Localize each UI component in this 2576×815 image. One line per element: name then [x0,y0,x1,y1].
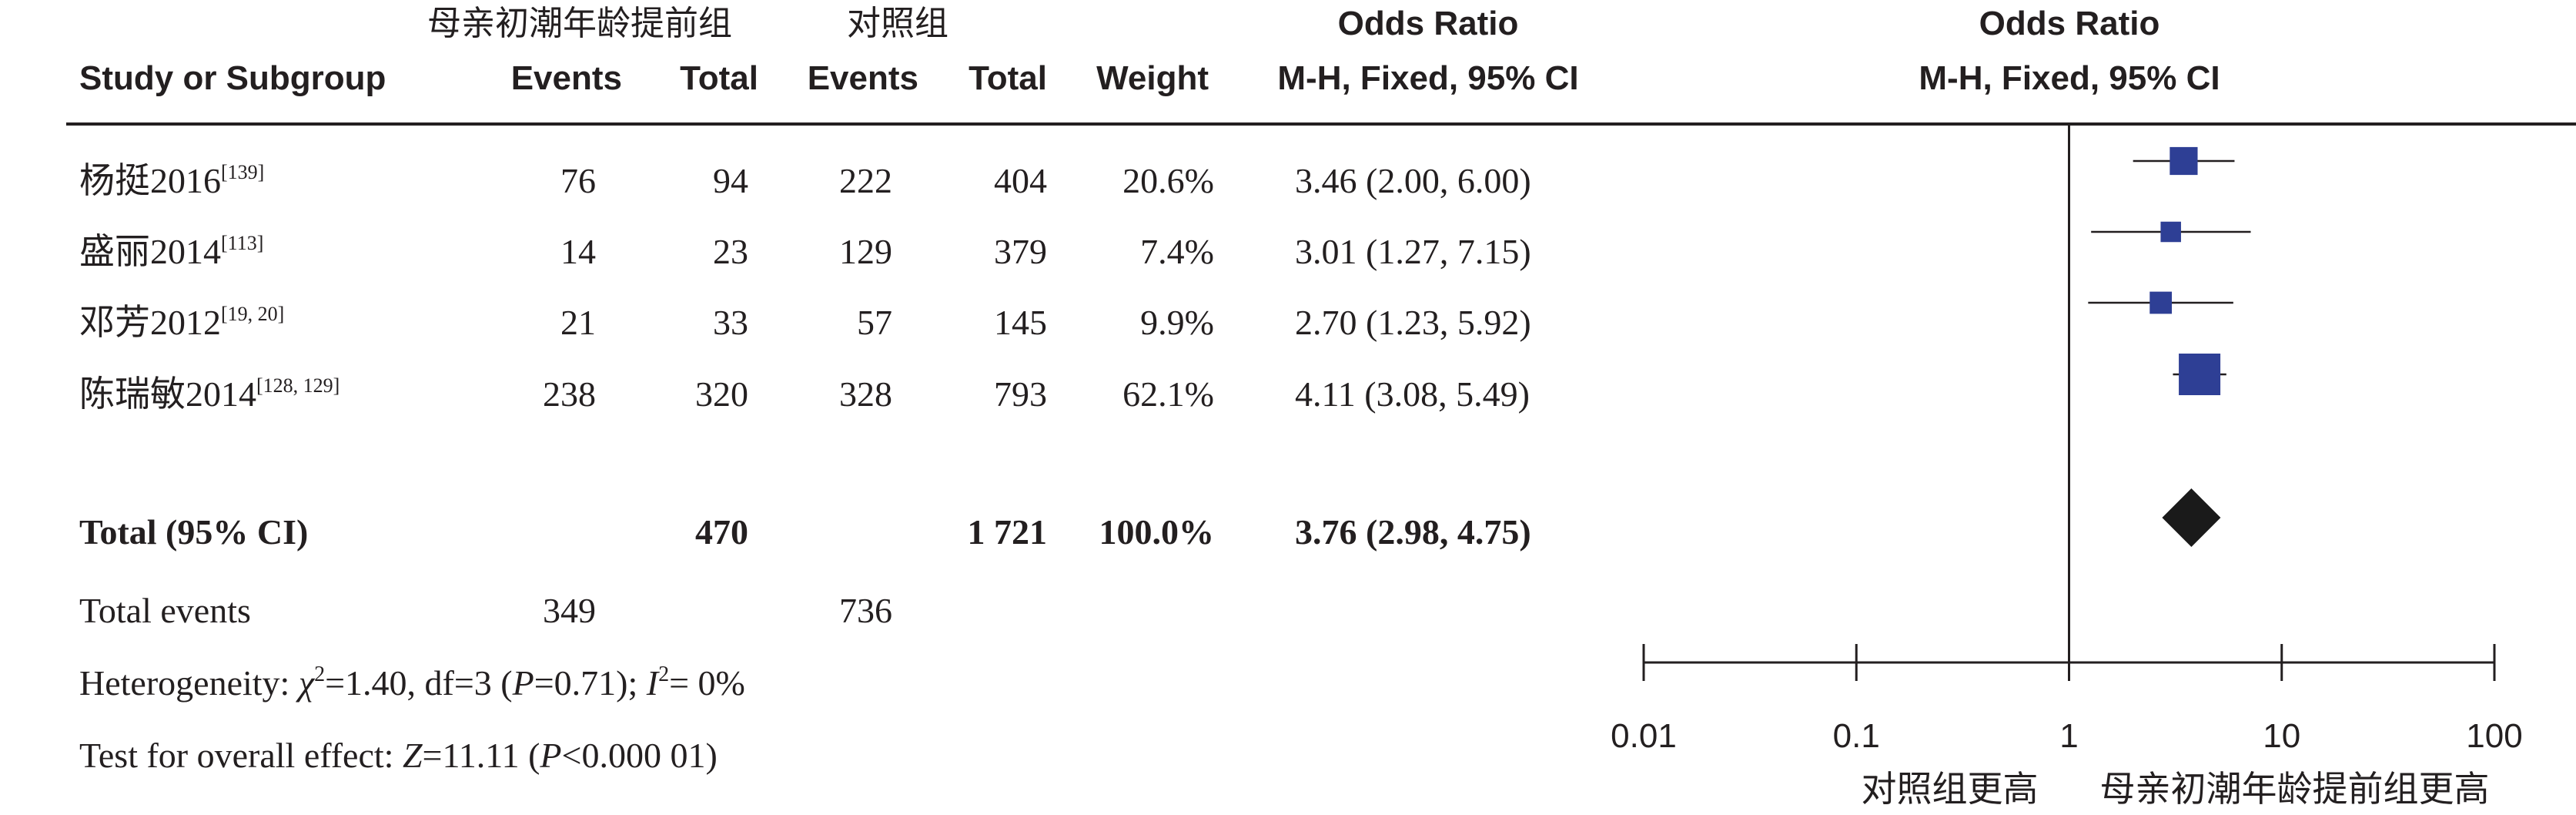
study-weight: 9.9% [1140,303,1214,342]
study-total-exposed: 23 [713,232,748,271]
study-marker [2149,291,2173,314]
header-total-control: Total [969,59,1047,97]
svg-text:盛丽2014[113]: 盛丽2014[113] [79,232,263,271]
study-total-control: 404 [994,161,1047,200]
study-events-control: 129 [839,232,892,271]
study-total-control: 793 [994,374,1047,414]
study-weight: 62.1% [1122,374,1214,414]
header-or-title: Odds Ratio [1338,5,1519,42]
study-marker [2160,221,2181,243]
plot-area: 0.01 0.1 1 10 100 对照组更高 母亲初潮年龄提前组更高 [1611,124,2523,810]
study-ref: [128, 129] [256,374,340,397]
header-group-exposed: 母亲初潮年龄提前组 [427,5,732,42]
total-events-control: 736 [839,591,892,630]
total-weight: 100.0% [1099,512,1215,552]
heterogeneity-text: Heterogeneity: χ2=1.40, df=3 (P=0.71); I… [79,662,745,703]
table-header: 母亲初潮年龄提前组 对照组 Odds Ratio Odds Ratio Stud… [79,5,2220,97]
study-ref: [19, 20] [221,303,284,325]
study-or-ci: 3.01 (1.27, 7.15) [1295,232,1531,271]
study-row: 杨挺2016[139] 76 94 222 404 20.6% 3.46 (2.… [79,161,1531,200]
study-events-control: 328 [839,374,892,414]
study-weight: 20.6% [1122,161,1214,200]
header-group-control: 对照组 [847,5,948,42]
header-plot-title: Odds Ratio [1979,5,2160,42]
total-row: Total (95% CI) 470 1 721 100.0% 3.76 (2.… [79,512,1531,552]
study-name: 杨挺2016 [79,161,221,200]
favours-left-label: 对照组更高 [1862,768,2039,810]
header-plot-method: M-H, Fixed, 95% CI [1919,59,2220,97]
svg-text:邓芳2012[19, 20]: 邓芳2012[19, 20] [79,303,284,342]
svg-text:杨挺2016[139]: 杨挺2016[139] [79,161,264,200]
total-exposed: 470 [695,512,748,552]
total-events-label: Total events [79,591,251,630]
study-events-exposed: 238 [543,374,596,414]
study-rows: 杨挺2016[139] 76 94 222 404 20.6% 3.46 (2.… [79,161,1531,414]
total-events-exposed: 349 [543,591,596,630]
header-events-exposed: Events [511,59,622,97]
svg-text:陈瑞敏2014[128, 129]: 陈瑞敏2014[128, 129] [79,374,340,414]
study-weight: 7.4% [1140,232,1214,271]
study-name: 盛丽2014 [79,232,221,271]
study-events-exposed: 14 [560,232,596,271]
x-tick-label: 0.01 [1611,717,1677,755]
x-tick-label: 10 [2263,717,2300,755]
study-total-control: 145 [994,303,1047,342]
study-row: 邓芳2012[19, 20] 21 33 57 145 9.9% 2.70 (1… [79,303,1531,342]
study-ref: [113] [221,232,263,254]
total-label: Total (95% CI) [79,512,308,552]
study-or-ci: 2.70 (1.23, 5.92) [1295,303,1531,342]
favours-right-label: 母亲初潮年龄提前组更高 [2100,768,2490,810]
study-total-exposed: 94 [713,161,748,200]
x-tick-label: 100 [2466,717,2522,755]
study-row: 盛丽2014[113] 14 23 129 379 7.4% 3.01 (1.2… [79,232,1531,271]
header-events-control: Events [808,59,918,97]
x-tick-label: 0.1 [1833,717,1880,755]
total-or-ci: 3.76 (2.98, 4.75) [1295,512,1531,552]
header-total-exposed: Total [680,59,758,97]
summary-diamond [2162,488,2221,547]
study-row: 陈瑞敏2014[128, 129] 238 320 328 793 62.1% … [79,374,1530,414]
header-study: Study or Subgroup [79,59,386,97]
study-events-exposed: 21 [560,303,596,342]
study-marker [2179,354,2221,395]
x-tick-label: 1 [2059,717,2078,755]
study-or-ci: 3.46 (2.00, 6.00) [1295,161,1531,200]
overall-effect-text: Test for overall effect: Z=11.11 (P<0.00… [79,736,718,775]
study-name: 陈瑞敏2014 [79,374,256,414]
study-or-ci: 4.11 (3.08, 5.49) [1295,374,1530,414]
study-total-control: 379 [994,232,1047,271]
total-events-row: Total events 349 736 [79,591,892,630]
study-name: 邓芳2012 [79,303,221,342]
study-events-control: 222 [839,161,892,200]
study-total-exposed: 320 [695,374,748,414]
header-or-method: M-H, Fixed, 95% CI [1277,59,1578,97]
study-total-exposed: 33 [713,303,748,342]
header-weight: Weight [1096,59,1209,97]
study-marker [2170,146,2198,176]
study-events-control: 57 [857,303,892,342]
study-events-exposed: 76 [560,161,596,200]
study-ref: [139] [221,161,264,183]
total-control: 1 721 [968,512,1048,552]
